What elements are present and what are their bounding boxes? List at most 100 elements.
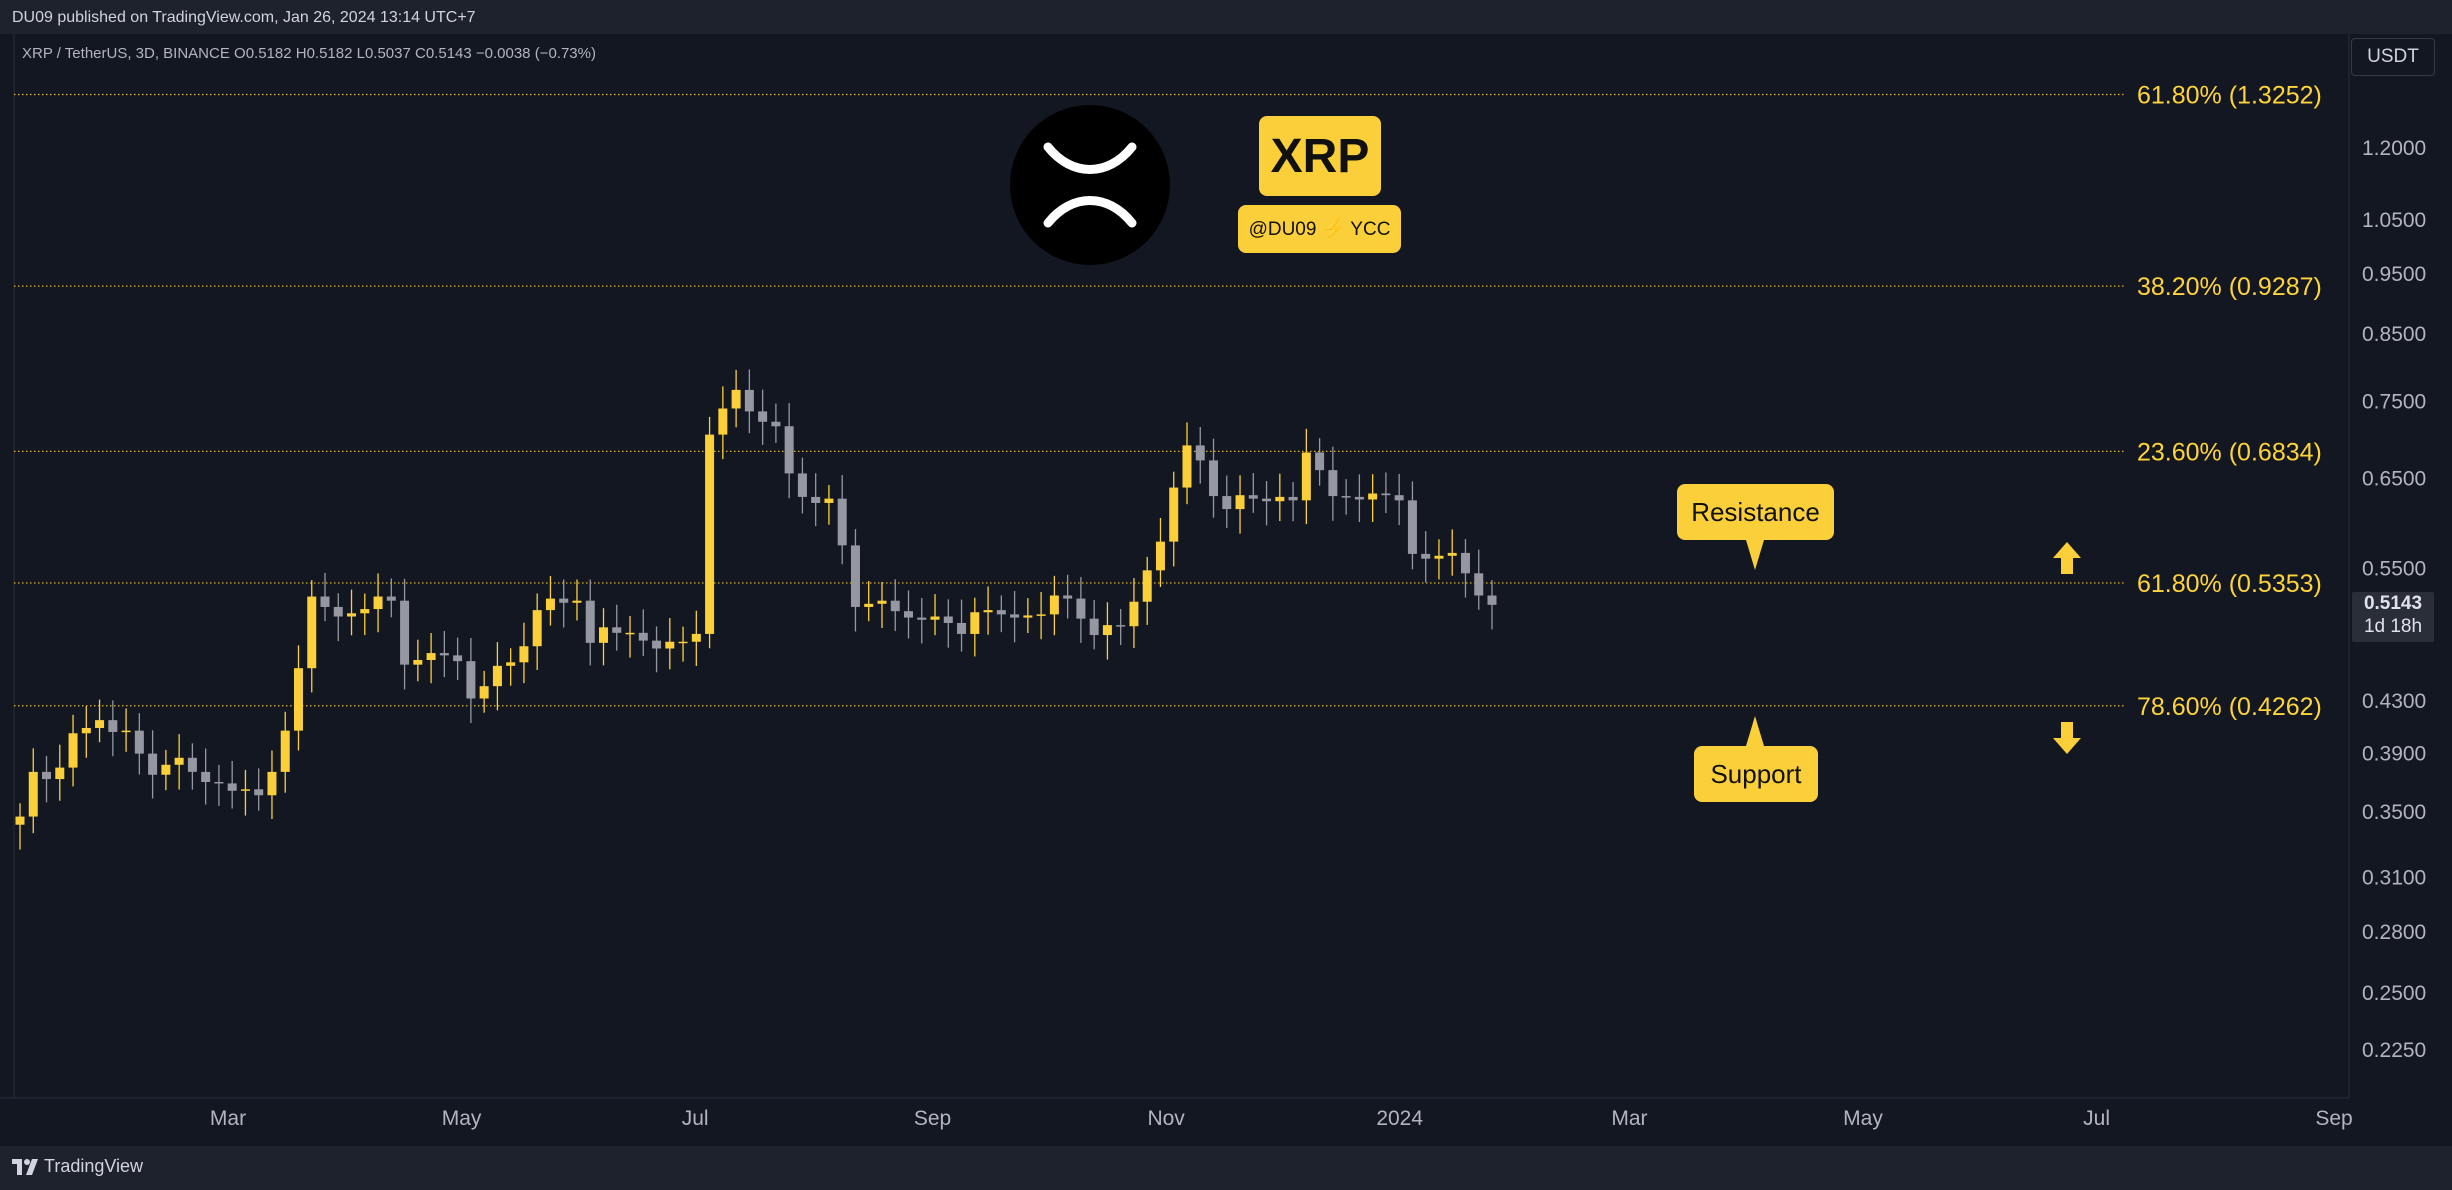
fib-label: 78.60% (0.4262) — [2137, 693, 2322, 721]
candle-body — [28, 771, 38, 817]
last-price-tag: 0.5143 1d 18h — [2352, 592, 2434, 642]
candle-body — [280, 730, 290, 772]
candle-body — [68, 733, 78, 768]
price-tick-label: 0.5500 — [2362, 557, 2426, 580]
candle-body — [1474, 573, 1484, 596]
fib-label: 38.20% (0.9287) — [2137, 273, 2322, 301]
candle-body — [42, 771, 52, 780]
candle-body — [174, 757, 184, 765]
time-tick-label: Nov — [1147, 1107, 1185, 1130]
top-bar: DU09 published on TradingView.com, Jan 2… — [0, 0, 2452, 34]
candle-body — [532, 610, 542, 647]
time-tick-label: Jul — [2083, 1107, 2110, 1130]
bar-countdown: 1d 18h — [2363, 616, 2423, 637]
last-price: 0.5143 — [2363, 593, 2423, 614]
fib-label: 23.60% (0.6834) — [2137, 438, 2322, 466]
candle-body — [1116, 625, 1126, 627]
candle-body — [1036, 614, 1046, 616]
candle-body — [797, 473, 807, 497]
candle-body — [320, 596, 330, 607]
time-tick-label: Sep — [2315, 1107, 2352, 1130]
candle-body — [917, 617, 927, 620]
candle-body — [691, 633, 701, 642]
symbol-legend: XRP / TetherUS, 3D, BINANCE O0.5182 H0.5… — [22, 45, 596, 62]
price-tick-label: 0.3500 — [2362, 801, 2426, 824]
candle-body — [1460, 552, 1470, 574]
candle-body — [585, 600, 595, 643]
candle-body — [1195, 445, 1205, 461]
time-tick-label: Mar — [210, 1107, 246, 1130]
candle-body — [1102, 625, 1112, 636]
price-chart[interactable]: 61.80% (1.3252) 38.20% (0.9287) 23.60% (0.… — [0, 34, 2452, 1146]
price-tick-label: 0.2500 — [2362, 982, 2426, 1005]
candle-body — [267, 771, 277, 796]
candle-body — [1301, 452, 1311, 501]
candle-body — [890, 600, 900, 612]
candle-body — [506, 662, 516, 666]
candle-body — [652, 640, 662, 649]
arrow-up-icon — [2053, 542, 2081, 574]
xrp-badge: XRP — [1259, 116, 1381, 196]
candle-body — [1315, 452, 1325, 471]
candle-body — [1063, 595, 1073, 599]
tradingview-brand[interactable]: TradingView — [12, 1156, 143, 1177]
candle-body — [758, 411, 768, 422]
candle-body — [347, 613, 357, 617]
candle-body — [625, 632, 635, 635]
candle-body — [718, 408, 728, 435]
candle-body — [598, 627, 608, 643]
candle-body — [1209, 460, 1219, 497]
price-tick-label: 1.2000 — [2362, 137, 2426, 160]
candle-body — [413, 659, 423, 665]
candle-body — [1275, 496, 1285, 502]
candle-body — [1235, 495, 1245, 510]
candle-body — [134, 730, 144, 754]
candle-body — [1049, 595, 1059, 615]
candle-body — [121, 730, 131, 733]
candle-body — [545, 598, 555, 611]
candle-body — [1248, 495, 1258, 499]
candle-body — [1010, 614, 1020, 618]
candle-body — [705, 434, 715, 634]
candle-body — [1394, 495, 1404, 501]
candle-body — [373, 596, 383, 610]
candle-body — [161, 764, 171, 775]
time-tick-label: May — [1843, 1107, 1883, 1130]
candle-body — [943, 616, 953, 623]
candle-body — [1169, 487, 1179, 542]
price-tick-label: 0.2250 — [2362, 1039, 2426, 1062]
fib-label: 61.80% (0.5353) — [2137, 570, 2322, 598]
price-tick-label: 0.7500 — [2362, 390, 2426, 413]
candle-body — [1381, 493, 1391, 496]
candle-body — [1328, 470, 1338, 497]
price-tick-label: 0.3900 — [2362, 743, 2426, 766]
candle-body — [1407, 500, 1417, 554]
candle-body — [108, 720, 118, 732]
candle-body — [1288, 496, 1298, 501]
candle-body — [227, 783, 237, 791]
candle-body — [824, 498, 834, 503]
price-tick-label: 0.6500 — [2362, 467, 2426, 490]
xrp-logo-icon — [1010, 105, 1170, 265]
candle-body — [559, 598, 569, 603]
candle-body — [771, 421, 781, 427]
candle-body — [850, 545, 860, 607]
currency-selector[interactable]: USDT — [2351, 38, 2435, 76]
time-tick-label: Jul — [682, 1107, 709, 1130]
time-tick-label: Sep — [914, 1107, 951, 1130]
candle-body — [996, 610, 1006, 615]
candle-body — [492, 665, 502, 687]
candle-body — [307, 596, 317, 669]
candle-body — [837, 498, 847, 546]
candle-body — [983, 610, 993, 613]
candle-body — [811, 496, 821, 503]
price-tick-label: 0.8500 — [2362, 323, 2426, 346]
candle-body — [1142, 570, 1152, 602]
candle-body — [970, 612, 980, 634]
time-tick-label: May — [442, 1107, 482, 1130]
candle-body — [572, 600, 582, 603]
candle-body — [904, 611, 914, 618]
candle-body — [466, 661, 476, 699]
candle-body — [426, 653, 436, 660]
price-tick-label: 0.2800 — [2362, 921, 2426, 944]
